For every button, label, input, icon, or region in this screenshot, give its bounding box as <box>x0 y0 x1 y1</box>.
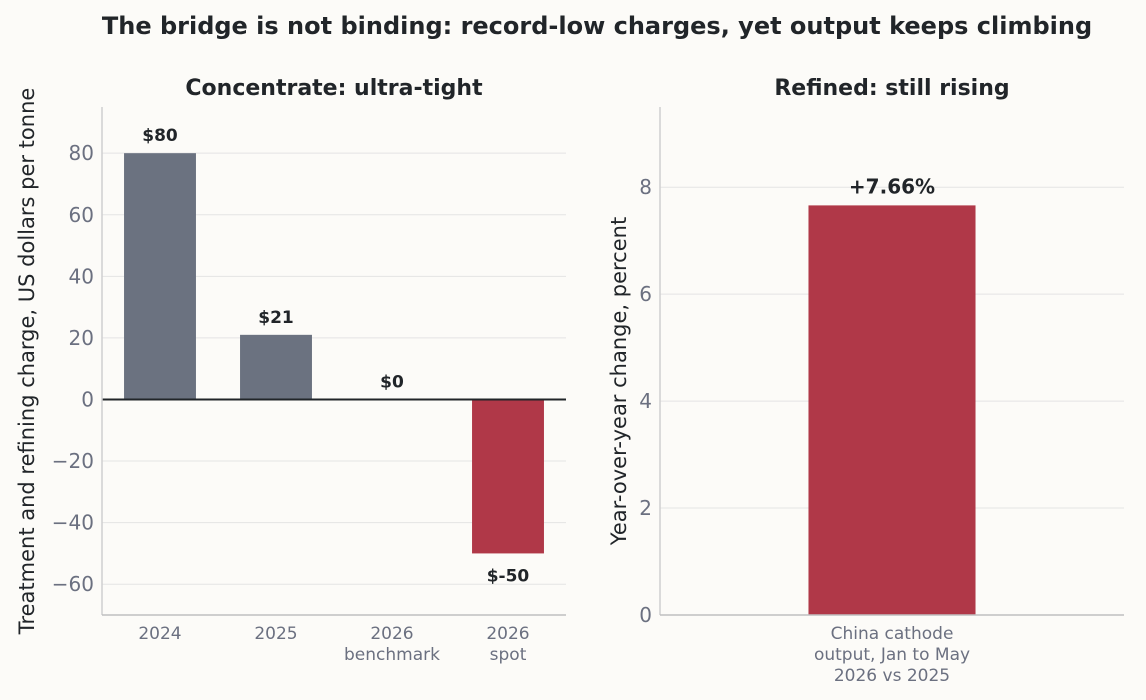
x-tick-label: 2025 <box>254 624 297 644</box>
y-tick-label: 40 <box>69 264 94 288</box>
bar <box>240 334 312 400</box>
x-tick-label: 2026 vs 2025 <box>834 666 950 686</box>
x-tick-label: 2026 <box>486 624 529 644</box>
bar <box>472 399 544 554</box>
figure-title: The bridge is not binding: record-low ch… <box>101 12 1093 40</box>
y-tick-label: 60 <box>69 203 94 227</box>
y-tick-label: −20 <box>52 449 94 473</box>
bar <box>124 153 196 400</box>
y-axis-label: Treatment and refining charge, US dollar… <box>15 88 39 636</box>
y-tick-label: −60 <box>52 572 94 596</box>
x-tick-label: spot <box>490 645 527 665</box>
x-tick-label: 2024 <box>138 624 181 644</box>
data-label: $80 <box>142 126 178 146</box>
y-tick-label: 0 <box>81 387 94 411</box>
x-tick-label: benchmark <box>344 645 440 665</box>
data-label: $21 <box>258 308 294 328</box>
x-tick-label: output, Jan to May <box>814 645 970 665</box>
data-label: $0 <box>380 372 404 392</box>
y-axis-label: Year-over-year change, percent <box>607 217 631 546</box>
y-tick-label: 0 <box>639 603 652 627</box>
x-tick-label: 2026 <box>370 624 413 644</box>
panel-title: Refined: still rising <box>774 76 1009 101</box>
y-tick-label: 6 <box>639 282 652 306</box>
y-tick-label: −40 <box>52 511 94 535</box>
chart-panel-1: $802024$212025$02026benchmark$-502026spo… <box>15 76 566 665</box>
y-tick-label: 20 <box>69 326 94 350</box>
panel-title: Concentrate: ultra-tight <box>185 76 483 101</box>
y-tick-label: 8 <box>639 175 652 199</box>
data-label: $-50 <box>487 566 530 586</box>
data-label: +7.66% <box>849 174 935 198</box>
x-tick-label: China cathode <box>831 624 954 644</box>
bar <box>808 205 976 615</box>
y-tick-label: 2 <box>639 496 652 520</box>
y-tick-label: 4 <box>639 389 652 413</box>
y-tick-label: 80 <box>69 141 94 165</box>
